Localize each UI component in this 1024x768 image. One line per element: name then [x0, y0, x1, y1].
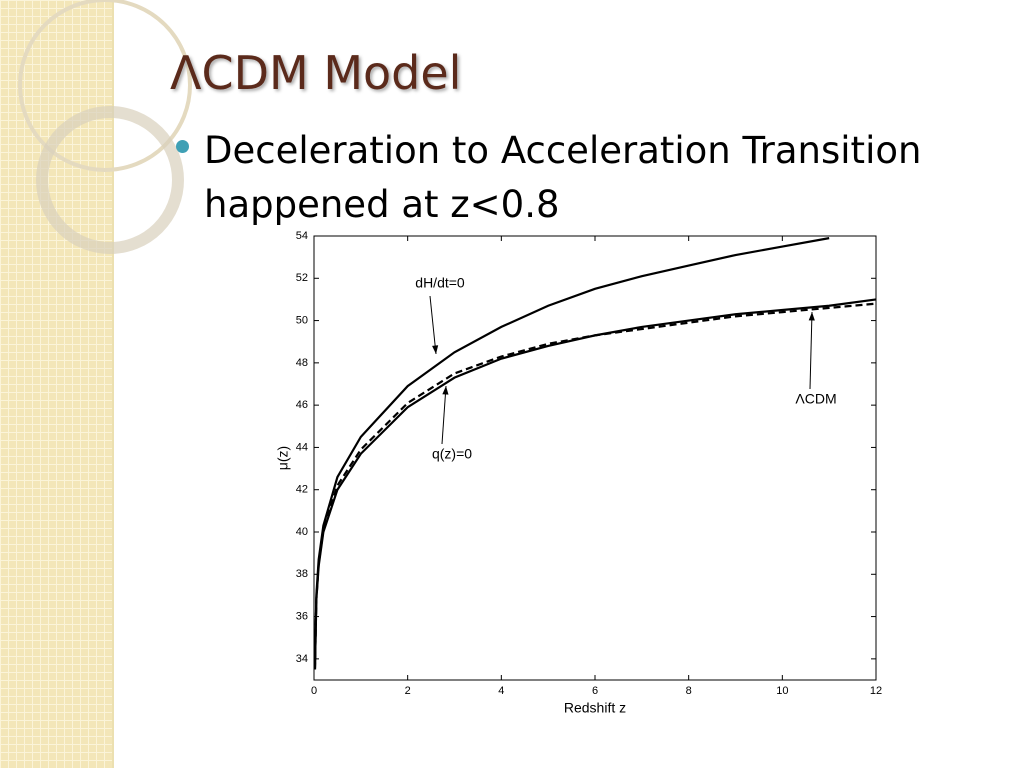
- y-tick-label: 48: [296, 357, 308, 369]
- y-axis-label: μ(z): [275, 446, 291, 470]
- arrow-head: [432, 345, 439, 354]
- x-axis-label: Redshift z: [564, 700, 626, 716]
- slide-title: ΛCDM Model: [170, 46, 462, 100]
- x-tick-label: 6: [592, 685, 598, 697]
- series-annotation: dH/dt=0: [415, 275, 465, 291]
- x-tick-label: 10: [776, 685, 788, 697]
- y-tick-label: 38: [296, 568, 308, 580]
- decorative-strip: [0, 0, 114, 768]
- bullet-text: Deceleration to Acceleration Transition …: [204, 129, 922, 226]
- y-tick-label: 34: [296, 653, 308, 665]
- circle: [36, 106, 184, 254]
- annotation-arrow: [441, 385, 447, 445]
- annotation-arrow: [429, 295, 437, 355]
- y-tick-label: 46: [296, 399, 308, 411]
- annotation-arrow: [809, 311, 813, 390]
- y-tick-label: 52: [296, 272, 308, 284]
- series-annotation: ΛCDM: [795, 391, 836, 407]
- plot-area: [313, 235, 877, 681]
- arrow-head: [442, 386, 449, 395]
- y-tick-label: 40: [296, 526, 308, 538]
- y-tick-label: 42: [296, 484, 308, 496]
- bullet-dot: [176, 140, 189, 153]
- data-line: [313, 302, 877, 670]
- y-tick-label: 36: [296, 610, 308, 622]
- series-annotation: q(z)=0: [432, 446, 472, 462]
- y-tick-label: 50: [296, 314, 308, 326]
- x-tick-label: 8: [686, 685, 692, 697]
- y-tick-label: 44: [296, 441, 308, 453]
- arrow-head: [808, 312, 815, 321]
- x-tick-label: 2: [405, 685, 411, 697]
- data-line: [313, 298, 877, 670]
- x-tick-label: 4: [498, 685, 504, 697]
- circle: [18, 0, 192, 172]
- y-tick-label: 54: [296, 230, 308, 242]
- x-tick-label: 0: [311, 685, 317, 697]
- x-tick-label: 12: [870, 685, 882, 697]
